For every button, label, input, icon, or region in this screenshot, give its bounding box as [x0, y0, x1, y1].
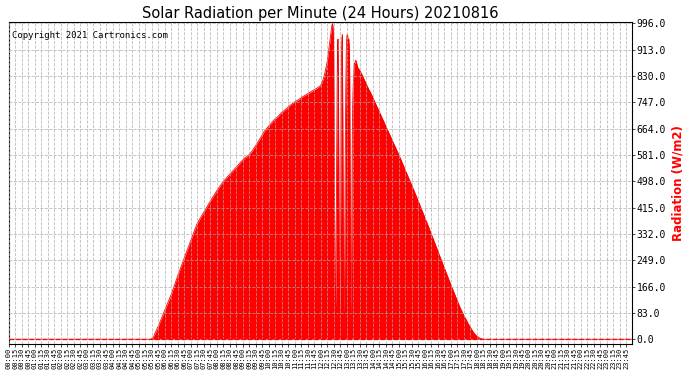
Title: Solar Radiation per Minute (24 Hours) 20210816: Solar Radiation per Minute (24 Hours) 20…: [142, 6, 499, 21]
Y-axis label: Radiation (W/m2): Radiation (W/m2): [671, 125, 684, 241]
Text: Copyright 2021 Cartronics.com: Copyright 2021 Cartronics.com: [12, 32, 168, 40]
